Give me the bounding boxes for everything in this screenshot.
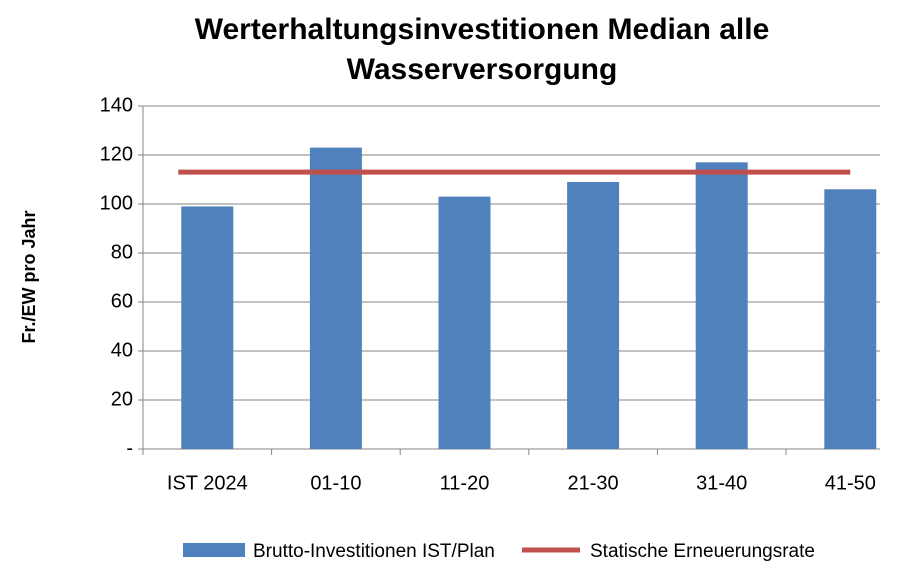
y-tick-label: 100 [100,192,133,214]
bar [695,162,748,449]
bar [309,147,362,449]
y-tick-label: - [126,437,133,459]
legend-label: Brutto-Investitionen IST/Plan [253,541,495,562]
y-tick-label: 120 [100,143,133,165]
bar [438,196,491,449]
x-tick-label: IST 2024 [167,472,248,494]
chart-title: Werterhaltungsinvestitionen Median alle … [194,13,770,86]
y-tick-label: 140 [100,94,133,116]
x-tick-label: 21-30 [568,472,619,494]
x-tick-label: 41-50 [825,472,876,494]
bar [567,181,620,449]
y-tick-label: 20 [111,388,133,410]
y-tick-label: 40 [111,339,133,361]
legend-swatch [183,543,245,557]
x-tick-label: 31-40 [696,472,747,494]
y-tick-label: 60 [111,290,133,312]
x-tick-label: 01-10 [310,472,361,494]
bar [181,206,234,449]
bar [824,189,877,450]
y-axis-label: Fr./EW pro Jahr [19,210,39,343]
x-tick-label: 11-20 [440,472,490,494]
legend-label: Statische Erneuerungsrate [590,541,815,562]
y-tick-label: 80 [111,241,133,263]
